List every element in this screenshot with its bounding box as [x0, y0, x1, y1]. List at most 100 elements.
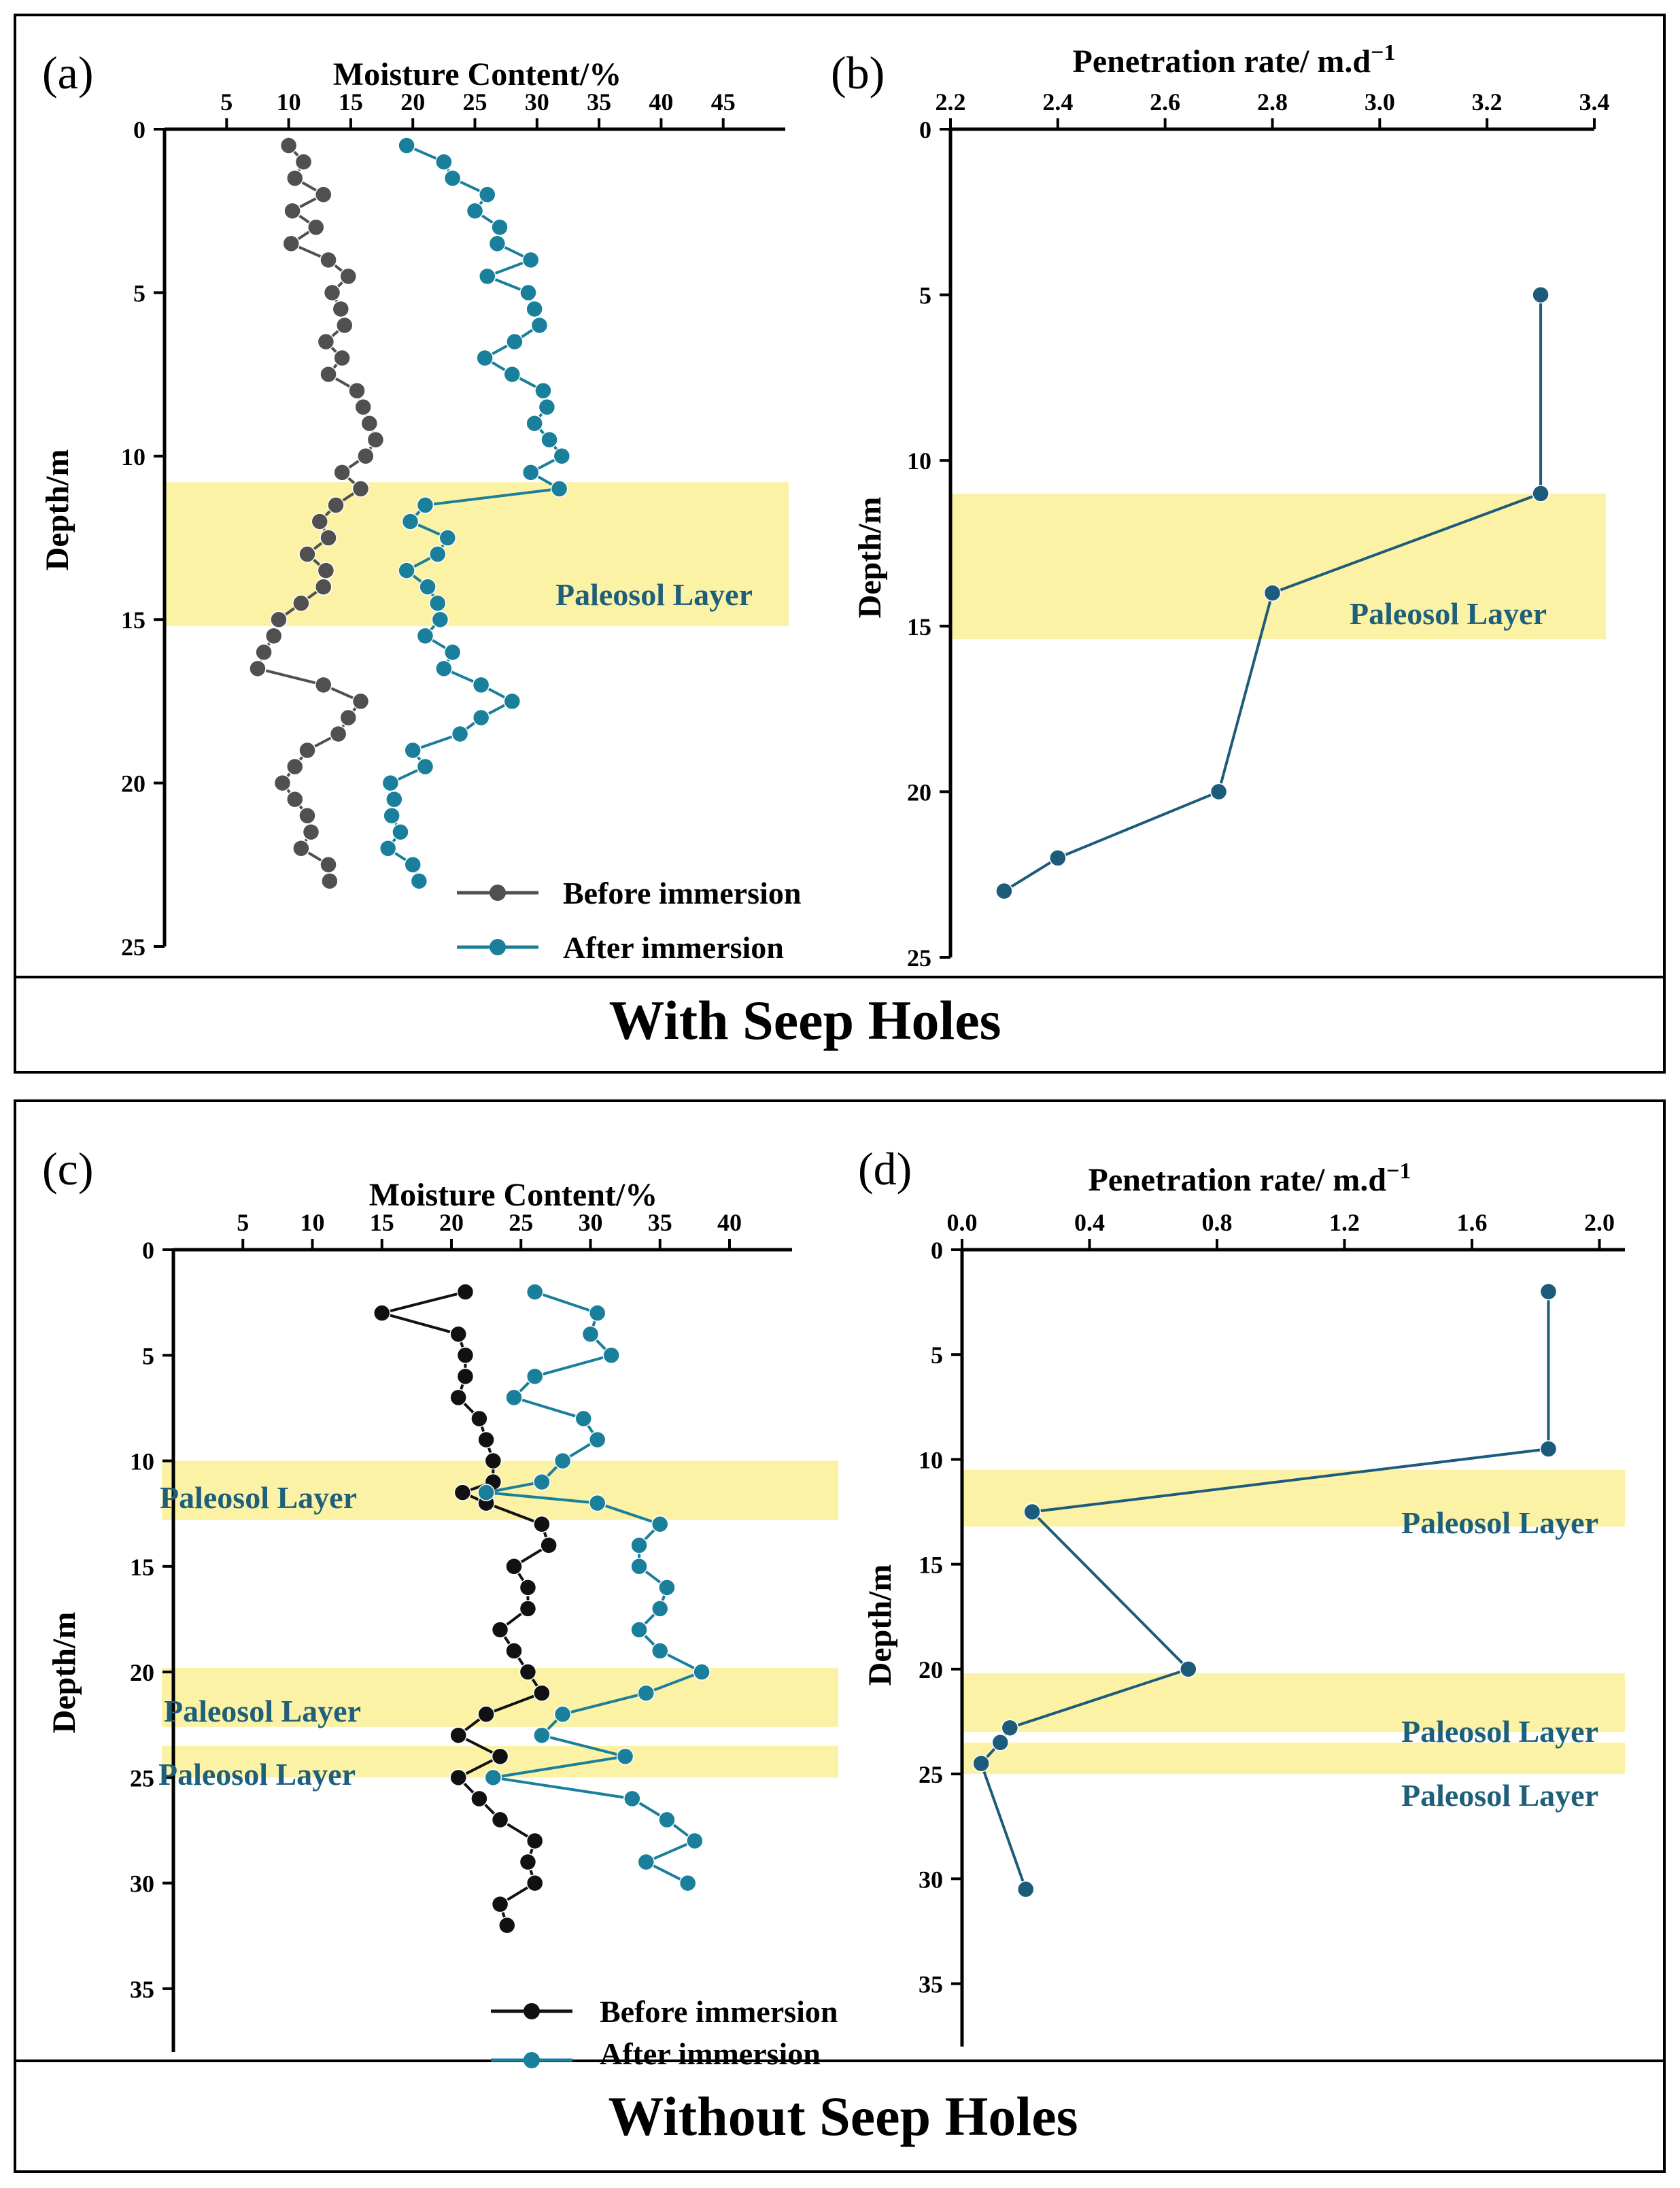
data-point-c-1-7 [588, 1431, 606, 1449]
x-tick-label-d-3: 1.2 [1329, 1209, 1360, 1236]
data-point-c-0-17 [491, 1621, 509, 1639]
data-point-c-1-19 [693, 1663, 710, 1681]
data-point-c-0-19 [519, 1663, 537, 1681]
legend-marker-after-c [524, 2052, 540, 2068]
data-point-c-0-14 [505, 1558, 523, 1575]
data-point-a-0-10 [332, 300, 350, 318]
panel-label-a: (a) [42, 47, 93, 99]
band-label-d-0: Paleosol Layer [1401, 1505, 1598, 1540]
y-tick-label-d-2: 10 [919, 1446, 943, 1473]
data-point-a-1-17 [526, 414, 543, 432]
data-point-a-1-31 [443, 643, 462, 662]
band-label-c-1: Paleosol Layer [164, 1694, 361, 1728]
y-tick-label-c-5: 25 [130, 1764, 154, 1792]
data-point-c-1-28 [637, 1853, 655, 1871]
data-point-b-0-0 [1532, 286, 1549, 304]
data-point-c-1-1 [588, 1304, 606, 1322]
y-tick-label-b-4: 20 [907, 779, 931, 806]
x-tick-label-a-1: 10 [277, 88, 301, 116]
x-tick-label-c-2: 15 [370, 1209, 394, 1236]
legend-label-before-c: Before immersion [600, 1994, 838, 2029]
data-point-c-0-25 [470, 1790, 488, 1808]
data-point-c-0-5 [449, 1388, 467, 1407]
data-point-a-1-8 [479, 267, 496, 286]
panel-label-b: (b) [831, 47, 885, 99]
data-point-b-0-5 [995, 882, 1013, 900]
data-point-c-0-30 [491, 1895, 509, 1913]
x-tick-label-b-4: 3.0 [1365, 88, 1395, 116]
paleosol-band-d-1 [962, 1673, 1625, 1732]
band-label-c-2: Paleosol Layer [158, 1757, 356, 1792]
data-point-c-0-29 [526, 1874, 544, 1892]
panel-label-c: (c) [42, 1143, 93, 1195]
panel-b: 2.2 2.4 2.6 2.8 3.0 3.2 3.4 0 5 10 15 20 25 (b) Pene… [831, 40, 1610, 972]
data-point-c-0-26 [491, 1811, 509, 1829]
x-axis-title-a: Moisture Content/% [333, 56, 621, 92]
legend-label-after-c: After immersion [600, 2036, 821, 2071]
data-point-c-1-13 [630, 1536, 648, 1554]
data-point-a-0-19 [357, 447, 375, 465]
paleosol-band-b-0 [950, 493, 1606, 640]
legend-a: Before immersion After immersion [457, 876, 801, 965]
y-tick-label-a-3: 15 [121, 606, 145, 634]
data-point-a-0-21 [352, 480, 370, 498]
data-point-b-0-3 [1210, 783, 1228, 801]
data-point-c-0-0 [456, 1283, 475, 1301]
data-point-d-0-6 [972, 1754, 990, 1773]
data-point-c-0-10 [453, 1484, 472, 1501]
data-point-a-0-31 [255, 643, 273, 662]
data-point-a-1-13 [476, 349, 494, 367]
data-point-a-1-16 [538, 398, 556, 416]
data-point-c-1-12 [651, 1515, 669, 1533]
data-point-a-0-11 [336, 316, 354, 335]
data-point-a-0-1 [294, 153, 313, 171]
data-point-c-1-3 [602, 1346, 620, 1365]
data-point-a-1-44 [404, 856, 422, 874]
data-point-a-0-26 [317, 562, 335, 579]
data-point-a-1-34 [503, 692, 521, 711]
y-tick-label-c-2: 10 [130, 1448, 154, 1475]
y-tick-label-c-7: 35 [130, 1976, 154, 2003]
legend-label-after-a: After immersion [563, 930, 784, 965]
data-point-a-0-4 [284, 202, 301, 220]
data-point-d-0-7 [1017, 1880, 1035, 1898]
legend-marker-before-a [490, 885, 506, 901]
data-point-a-0-38 [286, 757, 304, 776]
data-point-c-1-16 [651, 1600, 669, 1618]
y-tick-label-d-7: 35 [919, 1970, 943, 1998]
data-point-a-1-37 [404, 741, 422, 759]
band-label-d-2: Paleosol Layer [1401, 1778, 1598, 1813]
x-tick-label-a-6: 35 [587, 88, 611, 116]
y-tick-label-d-6: 30 [919, 1866, 943, 1893]
y-tick-label-d-3: 15 [919, 1552, 943, 1579]
data-point-c-0-7 [477, 1431, 495, 1449]
x-tick-label-a-3: 20 [400, 88, 425, 116]
data-point-a-1-1 [435, 153, 453, 171]
data-point-a-0-36 [329, 725, 347, 743]
data-point-a-0-9 [323, 284, 341, 302]
data-point-a-1-18 [541, 431, 558, 449]
y-axis-title-b: Depth/m [852, 497, 888, 619]
data-point-a-1-36 [451, 725, 469, 743]
data-point-a-0-27 [314, 578, 332, 596]
data-point-a-1-39 [381, 774, 400, 792]
data-point-a-0-20 [333, 464, 351, 481]
data-point-a-1-19 [553, 447, 571, 465]
data-point-b-0-4 [1049, 849, 1067, 867]
data-point-a-1-45 [410, 872, 428, 890]
group-bottom-frame: Without Seep Holes [14, 1099, 1666, 2173]
data-point-a-1-10 [526, 300, 543, 318]
data-point-a-0-2 [286, 169, 304, 187]
data-point-a-1-38 [416, 757, 434, 776]
x-axis-title-d: Penetration rate/ m.d−1 [1088, 1159, 1411, 1198]
data-point-c-1-22 [533, 1726, 551, 1744]
data-point-a-0-33 [314, 676, 332, 694]
x-tick-label-b-1: 2.4 [1042, 88, 1073, 116]
y-tick-label-d-0: 0 [931, 1237, 943, 1264]
data-point-c-1-26 [658, 1811, 676, 1829]
panel-a: 5 10 15 20 25 30 35 40 45 0 5 10 15 20 25 (a) Moisture… [39, 47, 801, 965]
x-axis-title-b-sup: −1 [1371, 40, 1395, 65]
data-point-a-0-30 [264, 627, 283, 645]
data-point-a-1-43 [379, 840, 397, 857]
data-point-c-0-3 [456, 1346, 475, 1365]
